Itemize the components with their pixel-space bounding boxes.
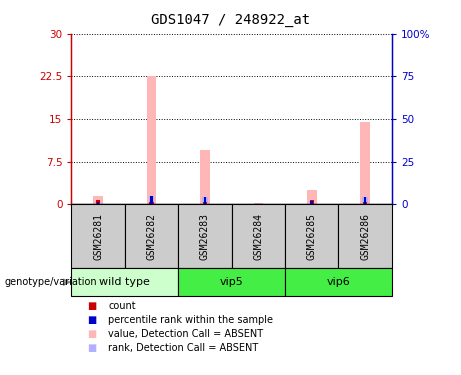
Bar bbox=[149, 202, 154, 204]
Bar bbox=[361, 122, 370, 204]
Bar bbox=[285, 268, 392, 296]
Text: GSM26283: GSM26283 bbox=[200, 213, 210, 260]
Bar bbox=[254, 203, 263, 204]
Bar bbox=[125, 204, 178, 268]
Bar bbox=[310, 201, 313, 204]
Bar bbox=[362, 197, 368, 204]
Text: GSM26281: GSM26281 bbox=[93, 213, 103, 260]
Text: vip6: vip6 bbox=[326, 277, 350, 287]
Bar bbox=[95, 202, 101, 204]
Bar bbox=[97, 202, 100, 204]
Text: GSM26282: GSM26282 bbox=[147, 213, 157, 260]
Bar bbox=[364, 197, 366, 204]
Text: vip5: vip5 bbox=[220, 277, 243, 287]
Text: GSM26284: GSM26284 bbox=[254, 213, 263, 260]
Text: GDS1047 / 248922_at: GDS1047 / 248922_at bbox=[151, 13, 310, 27]
Bar bbox=[203, 202, 207, 204]
Bar bbox=[204, 197, 206, 204]
Bar bbox=[147, 76, 156, 204]
Text: value, Detection Call = ABSENT: value, Detection Call = ABSENT bbox=[108, 329, 263, 339]
Bar bbox=[150, 196, 153, 204]
Text: wild type: wild type bbox=[100, 277, 150, 287]
Text: ■: ■ bbox=[88, 301, 97, 310]
Text: GSM26285: GSM26285 bbox=[307, 213, 317, 260]
Bar bbox=[285, 204, 338, 268]
Text: genotype/variation: genotype/variation bbox=[5, 277, 97, 287]
Bar bbox=[310, 200, 314, 204]
Bar bbox=[71, 268, 178, 296]
Bar bbox=[202, 197, 207, 204]
Bar bbox=[178, 268, 285, 296]
Bar bbox=[149, 196, 154, 204]
Bar bbox=[307, 190, 317, 204]
Text: ■: ■ bbox=[88, 329, 97, 339]
Text: percentile rank within the sample: percentile rank within the sample bbox=[108, 315, 273, 325]
Text: ■: ■ bbox=[88, 315, 97, 325]
Text: GSM26286: GSM26286 bbox=[360, 213, 370, 260]
Bar bbox=[338, 204, 392, 268]
Bar bbox=[71, 204, 125, 268]
Bar bbox=[231, 204, 285, 268]
Bar bbox=[96, 200, 100, 204]
Bar bbox=[309, 201, 314, 204]
Bar bbox=[363, 202, 367, 204]
Bar bbox=[200, 150, 210, 204]
Text: ■: ■ bbox=[88, 344, 97, 353]
Text: rank, Detection Call = ABSENT: rank, Detection Call = ABSENT bbox=[108, 344, 259, 353]
Bar bbox=[93, 196, 103, 204]
Text: count: count bbox=[108, 301, 136, 310]
Bar bbox=[178, 204, 231, 268]
